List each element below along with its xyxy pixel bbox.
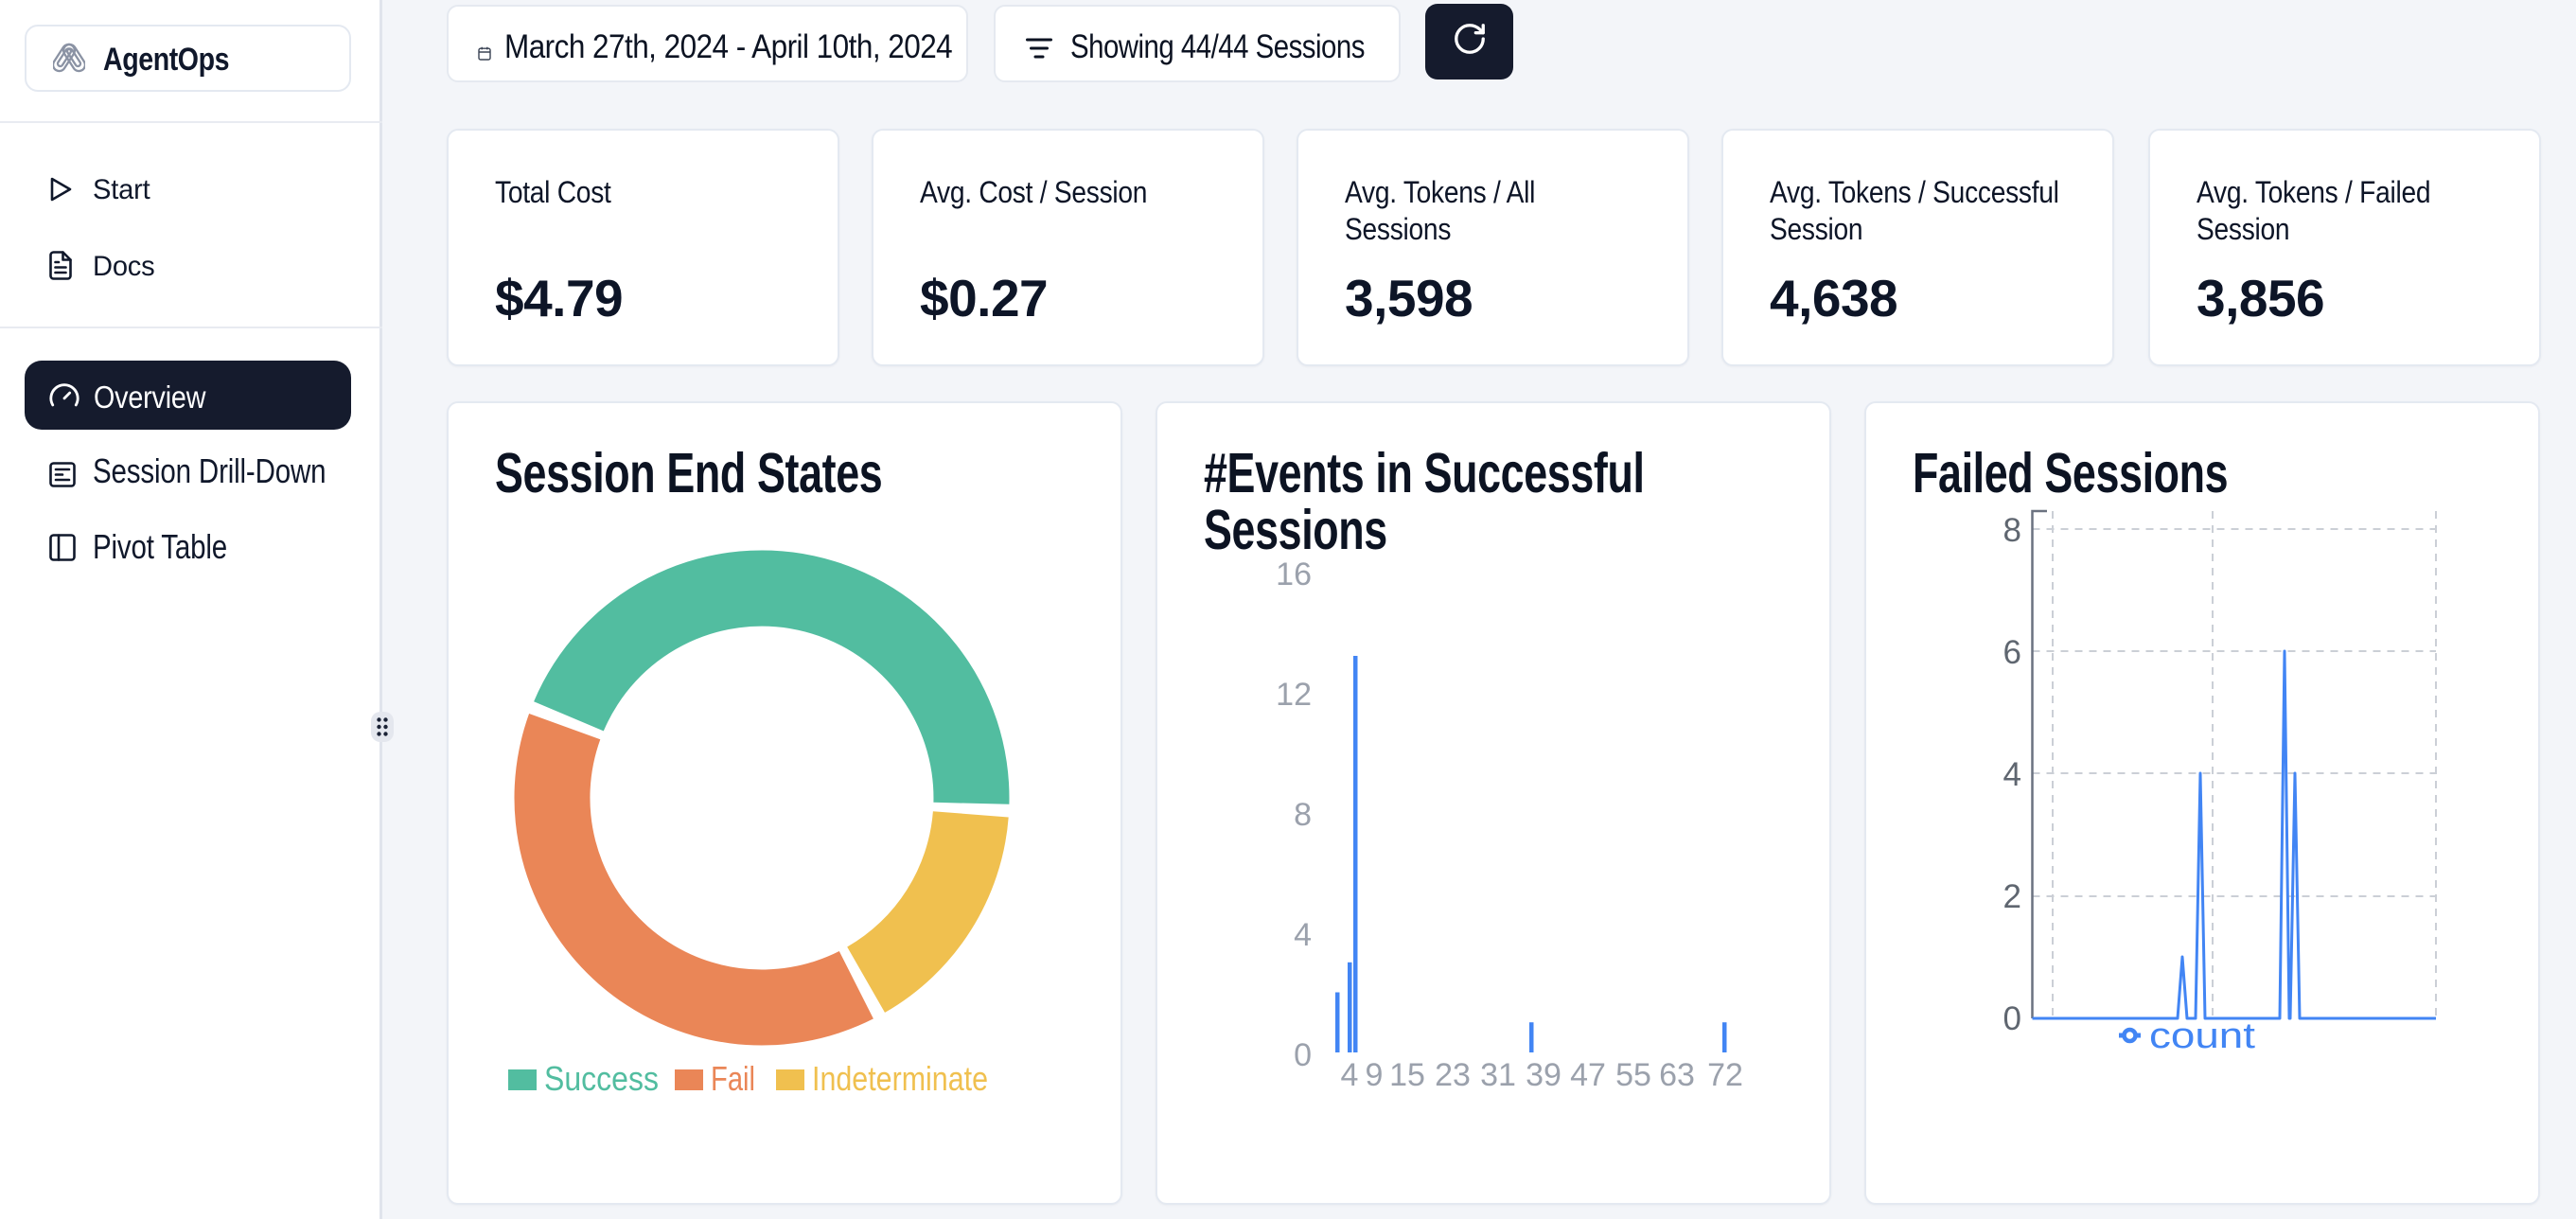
svg-text:count: count xyxy=(2149,1016,2256,1056)
svg-text:16: 16 xyxy=(1276,556,1312,592)
svg-text:23: 23 xyxy=(1435,1057,1471,1093)
svg-text:9: 9 xyxy=(1366,1057,1384,1093)
svg-text:2: 2 xyxy=(2003,878,2021,915)
svg-text:0: 0 xyxy=(2003,1000,2021,1037)
svg-text:47: 47 xyxy=(1570,1057,1606,1093)
svg-text:6: 6 xyxy=(2003,634,2021,671)
svg-text:Success: Success xyxy=(544,1059,659,1098)
svg-text:63: 63 xyxy=(1659,1057,1695,1093)
svg-text:39: 39 xyxy=(1526,1057,1561,1093)
svg-text:12: 12 xyxy=(1276,677,1312,713)
svg-text:72: 72 xyxy=(1707,1057,1743,1093)
svg-text:15: 15 xyxy=(1389,1057,1425,1093)
svg-text:55: 55 xyxy=(1615,1057,1651,1093)
svg-text:4: 4 xyxy=(1341,1057,1359,1093)
svg-text:0: 0 xyxy=(1294,1037,1312,1073)
svg-text:31: 31 xyxy=(1480,1057,1516,1093)
svg-text:8: 8 xyxy=(1294,797,1312,833)
svg-text:8: 8 xyxy=(2003,512,2021,549)
svg-text:Fail: Fail xyxy=(711,1059,755,1098)
svg-text:4: 4 xyxy=(1294,917,1312,953)
svg-text:Indeterminate: Indeterminate xyxy=(812,1059,988,1098)
svg-text:4: 4 xyxy=(2003,756,2021,793)
